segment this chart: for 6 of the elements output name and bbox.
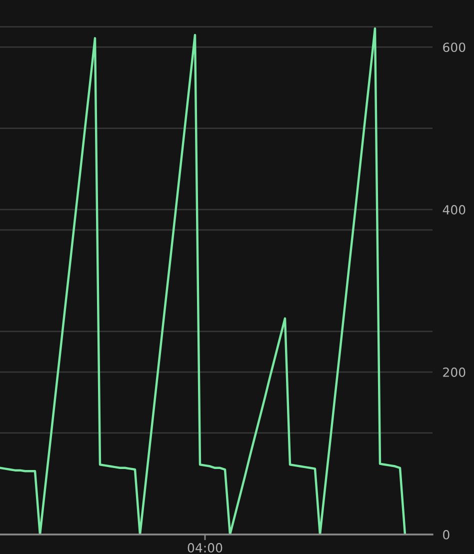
y-tick-label: 0	[443, 530, 450, 540]
y-tick-label: 200	[443, 368, 466, 377]
x-tick-label: 04:00	[188, 543, 222, 553]
y-tick-label: 400	[442, 205, 466, 215]
y-tick-label: 600	[443, 42, 466, 52]
line-series	[0, 27, 406, 534]
